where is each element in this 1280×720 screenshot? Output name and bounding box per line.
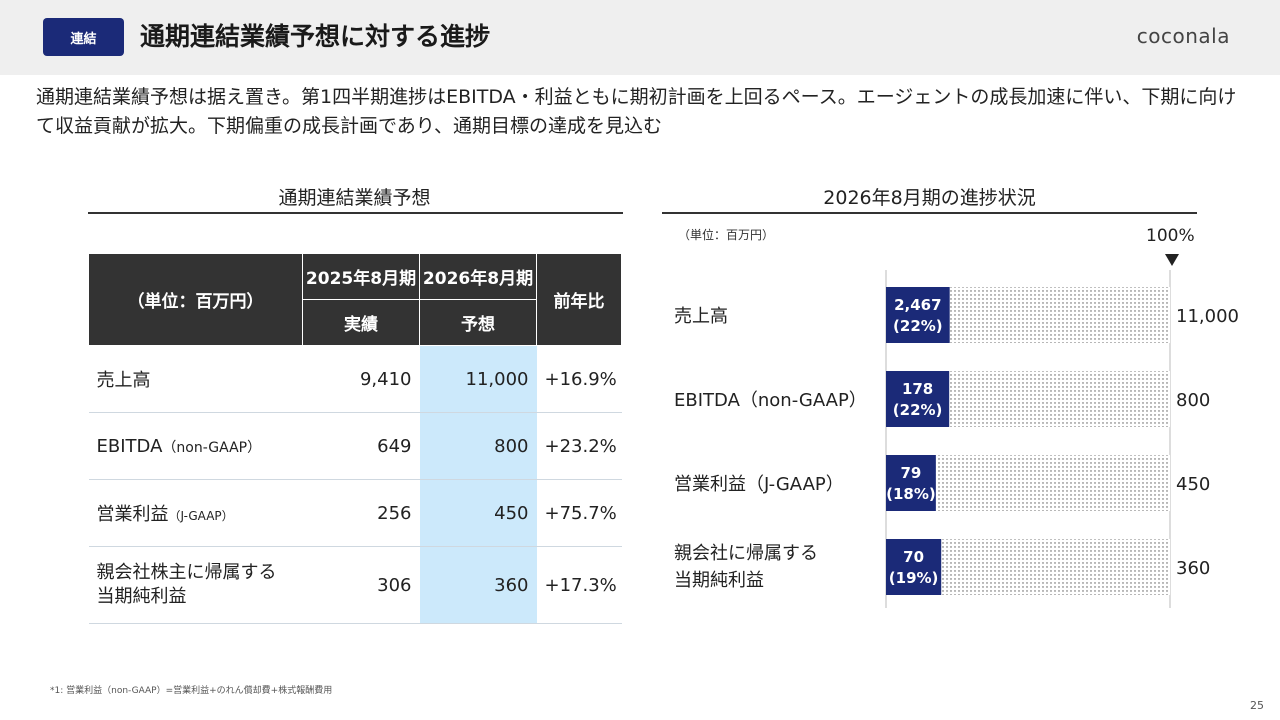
forecast-section-title: 通期連結業績予想 (278, 187, 431, 209)
col-header-2025: 2025年8月期 (302, 253, 420, 300)
company-logo: coconala (1136, 24, 1230, 48)
row-label: 営業利益（J-GAAP） (88, 479, 303, 547)
forecast-table: （単位：百万円） 2025年8月期 2026年8月期 前年比 実績 予想 売上高… (88, 253, 622, 624)
actual-value: 256 (302, 479, 420, 547)
actual-value: 649 (302, 412, 420, 480)
forecast-value: 450 (419, 479, 537, 547)
bar-percent-label: (18%) (886, 485, 936, 503)
bar-value-label: 178 (902, 380, 933, 398)
table-row: 営業利益（J-GAAP） 256 450 +75.7% (88, 479, 622, 547)
chart-unit-label: （単位：百万円） (678, 228, 775, 242)
yoy-value: +23.2% (536, 412, 622, 480)
table-row: 親会社株主に帰属する 当期純利益 306 360 +17.3% (88, 546, 622, 624)
col-header-yoy: 前年比 (536, 253, 622, 346)
table-row: EBITDA（non-GAAP） 649 800 +23.2% (88, 412, 622, 480)
actual-value: 306 (302, 546, 420, 624)
progress-bar (886, 371, 950, 427)
subheader-forecast: 予想 (419, 299, 537, 346)
progress-section-rule (662, 212, 1197, 214)
category-label: EBITDA（non-GAAP） (674, 390, 867, 411)
progress-bar (886, 455, 936, 511)
row-label: 売上高 (88, 345, 303, 413)
hundred-percent-label: 100% (1146, 226, 1195, 246)
page-title: 通期連結業績予想に対する進捗 (140, 22, 491, 51)
progress-bar (886, 287, 950, 343)
category-label: 営業利益（J-GAAP） (674, 474, 844, 495)
actual-value: 9,410 (302, 345, 420, 413)
target-marker-icon (1165, 254, 1179, 266)
forecast-section-rule (88, 212, 623, 214)
forecast-value: 11,000 (419, 345, 537, 413)
forecast-value: 800 (419, 412, 537, 480)
category-label: 当期純利益 (674, 570, 764, 591)
page-number: 25 (1250, 699, 1264, 712)
yoy-value: +17.3% (536, 546, 622, 624)
yoy-value: +75.7% (536, 479, 622, 547)
target-value-label: 800 (1176, 390, 1210, 411)
target-value-label: 450 (1176, 474, 1210, 495)
category-label: 親会社に帰属する (674, 543, 818, 564)
target-value-label: 11,000 (1176, 306, 1239, 327)
bar-percent-label: (22%) (893, 317, 943, 335)
forecast-value: 360 (419, 546, 537, 624)
bar-value-label: 2,467 (894, 296, 941, 314)
progress-bar (886, 539, 942, 595)
bar-percent-label: (22%) (893, 401, 943, 419)
footnote: *1: 営業利益（non-GAAP）=営業利益+のれん償却費+株式報酬費用 (50, 686, 333, 696)
progress-chart: 2,467 (22%) 11,000 売上高 178 (22%) 800 EBITDA（non… (674, 270, 1239, 608)
target-value-label: 360 (1176, 558, 1210, 579)
bar-percent-label: (19%) (889, 569, 939, 587)
row-label: 親会社株主に帰属する 当期純利益 (88, 546, 303, 624)
col-header-2026: 2026年8月期 (419, 253, 537, 300)
category-label: 売上高 (674, 306, 728, 327)
table-row: 売上高 9,410 11,000 +16.9% (88, 345, 622, 413)
yoy-value: +16.9% (536, 345, 622, 413)
header-bar: 連結 通期連結業績予想に対する進捗 coconala (0, 0, 1280, 75)
bar-value-label: 70 (903, 548, 924, 566)
unit-header: （単位：百万円） (88, 253, 303, 346)
consolidated-badge: 連結 (43, 18, 124, 56)
progress-section-title: 2026年8月期の進捗状況 (823, 187, 1036, 209)
summary-text: 通期連結業績予想は据え置き。第1四半期進捗はEBITDA・利益ともに期初計画を上… (36, 86, 1237, 137)
row-label: EBITDA（non-GAAP） (88, 412, 303, 480)
bar-value-label: 79 (900, 464, 921, 482)
subheader-actual: 実績 (302, 299, 420, 346)
